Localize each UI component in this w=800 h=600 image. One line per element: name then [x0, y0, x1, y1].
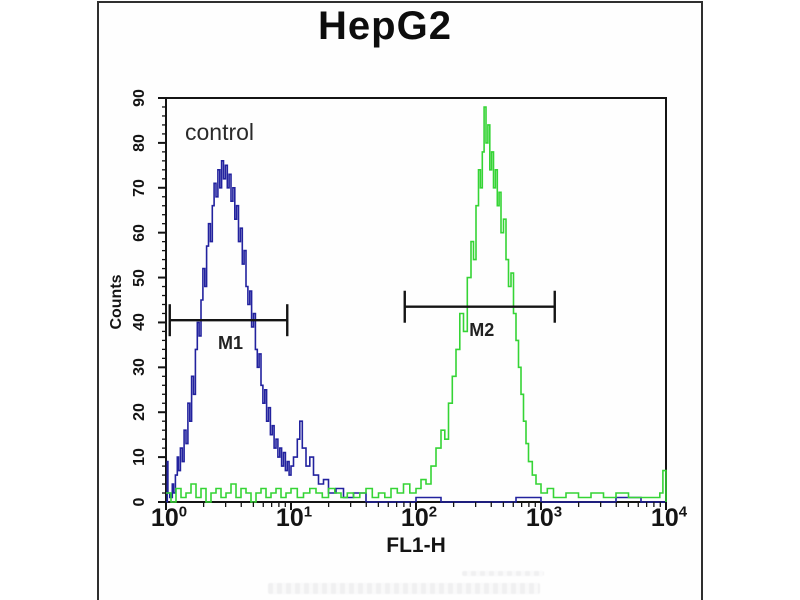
x-tick-label: 100 [150, 503, 188, 532]
y-tick-label: 30 [131, 358, 148, 377]
y-tick-label: 90 [131, 89, 148, 107]
y-axis-label: Counts [108, 274, 125, 330]
x-tick-label: 102 [400, 503, 438, 532]
control-series-label: control [185, 119, 255, 145]
x-tick-label: 103 [525, 503, 563, 532]
y-tick-label: 0 [131, 497, 148, 507]
marker-m1 [168, 304, 289, 337]
watermark [268, 583, 540, 594]
x-tick-label: 104 [650, 503, 688, 532]
y-tick-label: 80 [131, 133, 148, 152]
chart-title: HepG2 [318, 4, 452, 48]
marker-label-m1: M1 [217, 333, 244, 354]
y-tick-label: 40 [131, 313, 148, 332]
plot-box [165, 97, 667, 503]
y-tick-label: 70 [131, 178, 148, 197]
sample-curve [166, 106, 667, 503]
y-tick-label: 60 [131, 223, 148, 242]
x-axis-label: FL1-H [386, 534, 446, 557]
control-curve [166, 160, 666, 503]
y-tick-label: 50 [131, 268, 148, 287]
y-tick-label: 20 [131, 403, 148, 422]
marker-label-m2: M2 [469, 319, 495, 340]
marker-m2 [403, 290, 556, 323]
x-tick-label: 101 [275, 503, 313, 532]
watermark [462, 571, 544, 576]
photo-frame [97, 1, 703, 600]
y-tick-label: 10 [131, 448, 148, 467]
